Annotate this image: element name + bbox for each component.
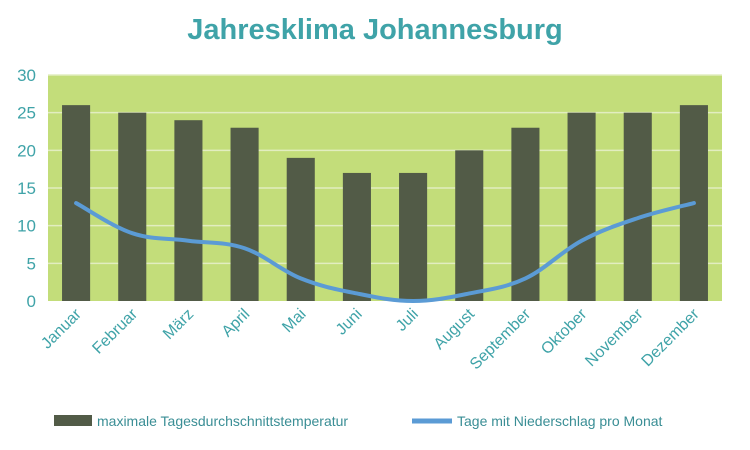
bar [399, 172, 428, 301]
legend-label: maximale Tagesdurchschnittstemperatur [97, 413, 348, 429]
x-tick-label: Dezember [639, 305, 704, 370]
x-axis: Januar Februar März April Mai Juni Juli AugustS… [38, 305, 703, 373]
y-tick-label: 25 [17, 104, 36, 123]
line-point [74, 201, 78, 205]
y-axis: 0 5 10 15 20 25 30 [17, 66, 36, 311]
line-point [692, 201, 696, 205]
legend-label: Tage mit Niederschlag pro Monat [457, 413, 663, 429]
line-point [411, 299, 415, 303]
x-tick-label: Juli [393, 306, 422, 335]
line-point [523, 276, 527, 280]
line-point [355, 291, 359, 295]
bar [455, 150, 484, 301]
x-tick-label: November [582, 305, 647, 370]
x-tick-label: April [219, 306, 254, 341]
legend-swatch-bar [54, 415, 92, 426]
line-point [467, 291, 471, 295]
gridlines [48, 74, 722, 265]
y-tick-label: 20 [17, 141, 36, 160]
x-tick-label: Januar [38, 305, 85, 352]
bar [567, 112, 596, 302]
legend: maximale Tagesdurchschnittstemperatur Tag… [54, 413, 663, 429]
y-tick-label: 0 [27, 292, 36, 311]
x-tick-label: Juni [333, 306, 366, 339]
line-point [243, 246, 247, 250]
line-point [186, 239, 190, 243]
x-tick-label: Mai [279, 306, 309, 336]
x-tick-label: Februar [89, 305, 141, 357]
y-tick-label: 10 [17, 217, 36, 236]
x-tick-label: Oktober [538, 305, 591, 358]
chart-title: Jahresklima Johannesburg [187, 14, 563, 46]
line-series [74, 201, 696, 303]
y-tick-label: 5 [27, 254, 36, 273]
x-tick-label: August [431, 305, 479, 353]
x-tick-label: September [467, 305, 535, 373]
x-tick-label: März [160, 306, 197, 343]
bar [118, 112, 147, 302]
line-point [130, 231, 134, 235]
line-point [580, 239, 584, 243]
y-tick-label: 15 [17, 179, 36, 198]
y-tick-label: 30 [17, 66, 36, 85]
bar [342, 172, 371, 301]
bar [174, 120, 203, 301]
line-point [636, 216, 640, 220]
bar [230, 127, 259, 301]
bar [623, 112, 652, 302]
line-point [299, 276, 303, 280]
